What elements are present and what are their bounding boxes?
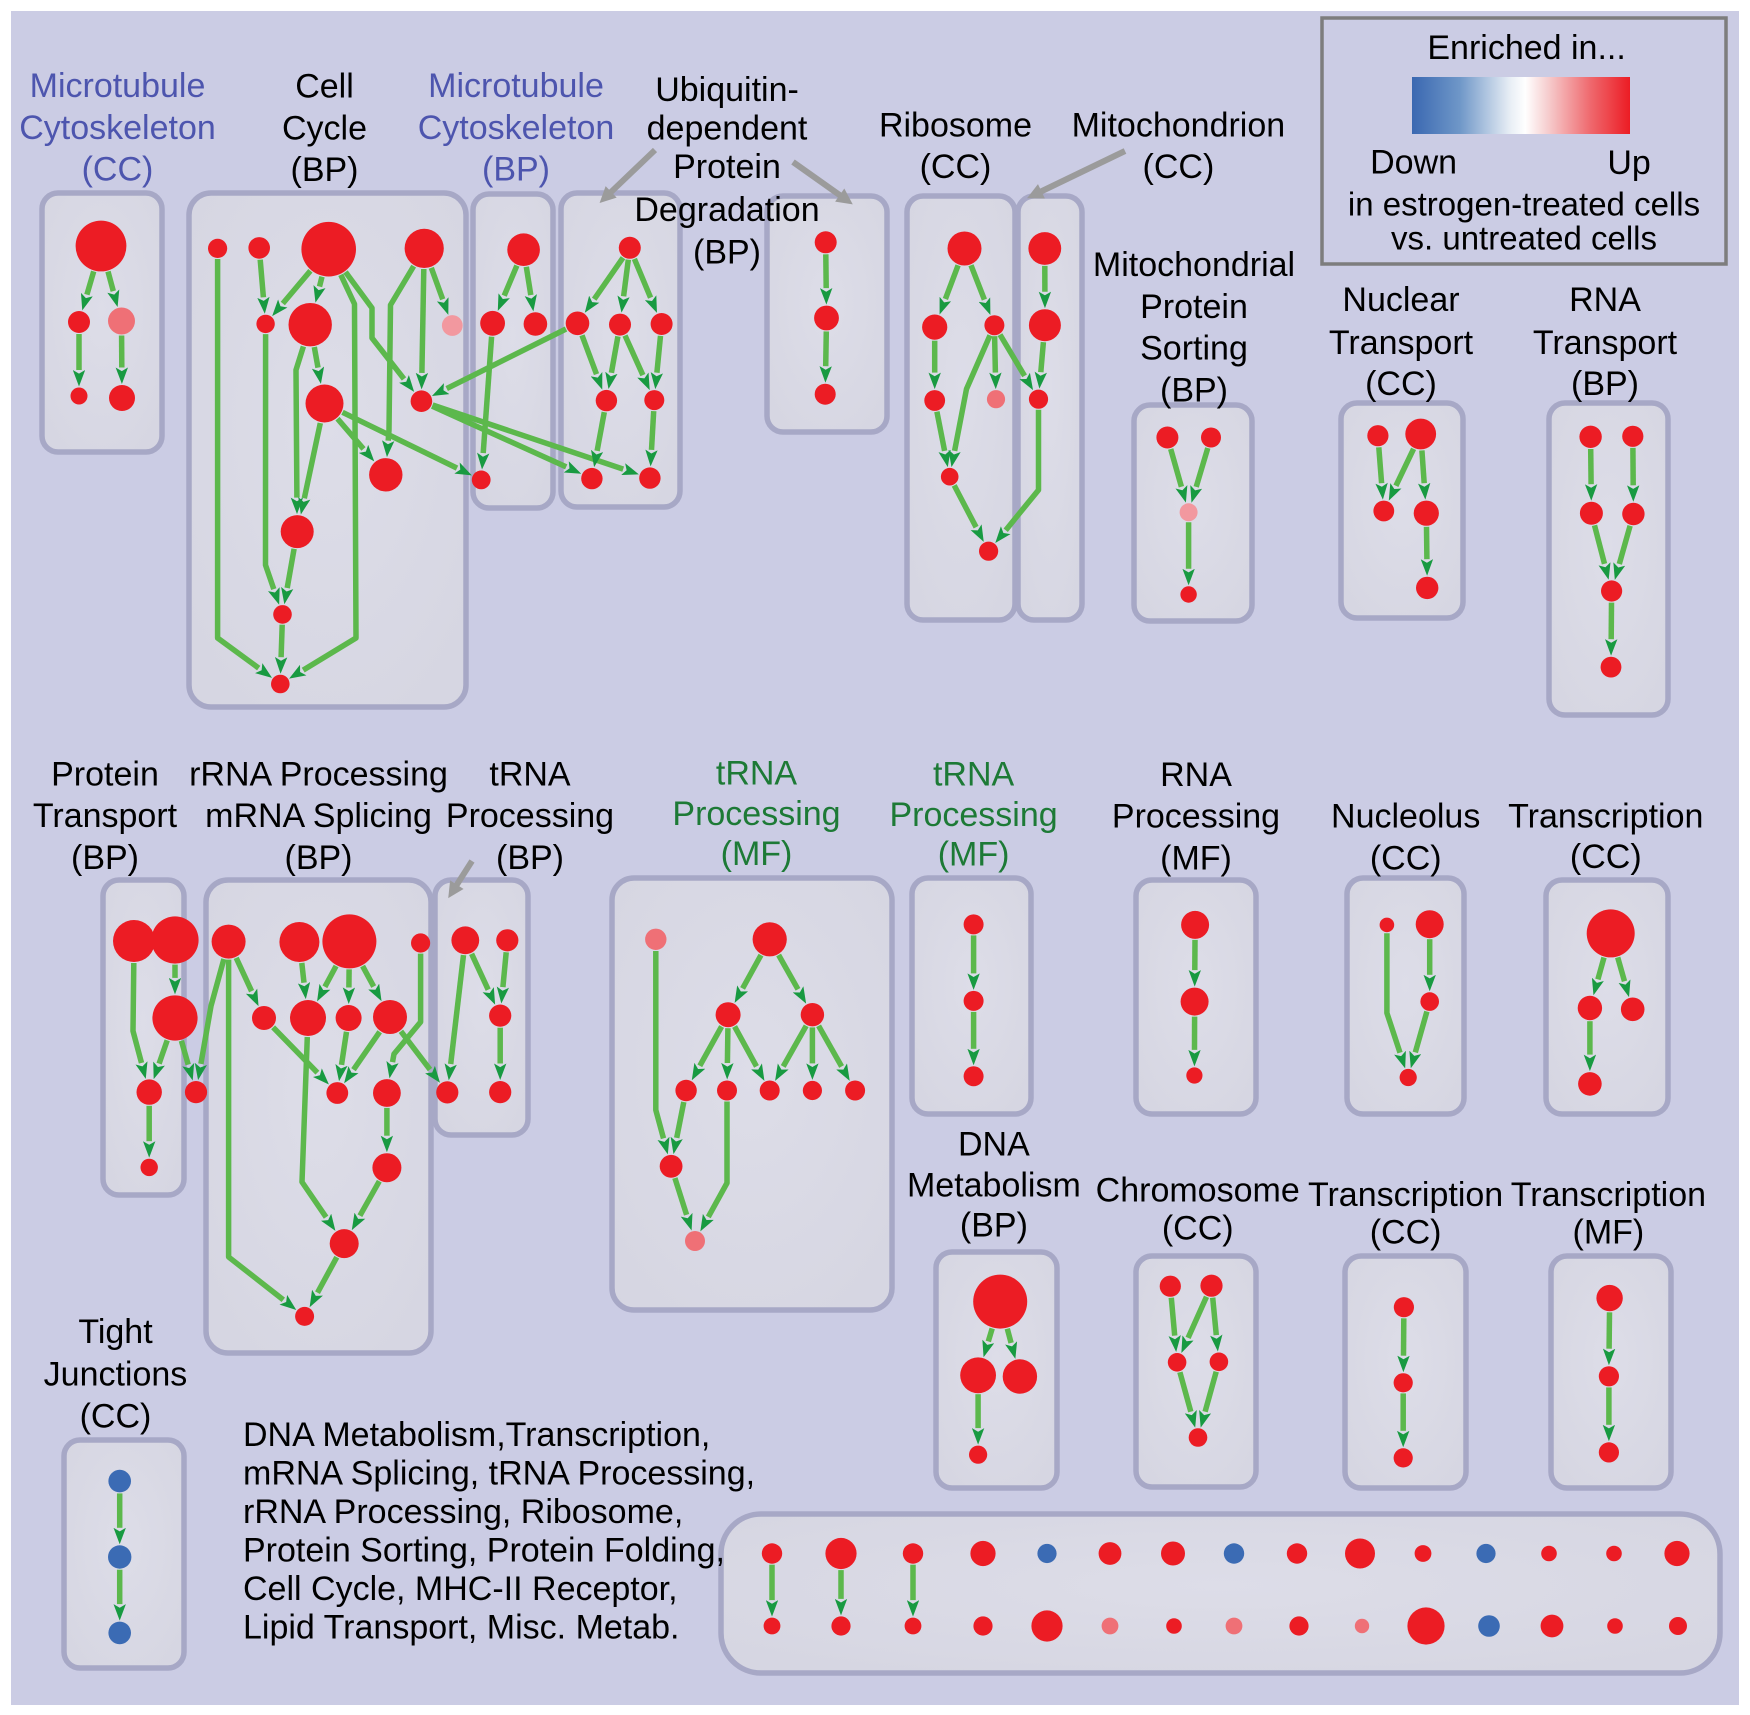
svg-text:(MF): (MF) — [938, 836, 1010, 874]
svg-text:RNA: RNA — [1569, 281, 1641, 319]
svg-text:Mitochondrial: Mitochondrial — [1093, 246, 1295, 284]
svg-text:tRNA: tRNA — [716, 755, 798, 793]
svg-text:Down: Down — [1370, 144, 1457, 182]
svg-text:Sorting: Sorting — [1140, 329, 1248, 367]
svg-text:Enriched in...: Enriched in... — [1427, 29, 1625, 67]
svg-text:Cell Cycle, MHC-II Receptor,: Cell Cycle, MHC-II Receptor, — [243, 1570, 678, 1608]
svg-text:Transcription: Transcription — [1308, 1176, 1503, 1214]
svg-text:Nuclear: Nuclear — [1342, 281, 1459, 319]
svg-text:(CC): (CC) — [1143, 148, 1215, 186]
svg-text:tRNA: tRNA — [933, 756, 1015, 794]
svg-text:Ubiquitin-: Ubiquitin- — [655, 71, 799, 109]
svg-text:(BP): (BP) — [496, 839, 564, 877]
svg-text:Cytoskeleton: Cytoskeleton — [19, 109, 216, 147]
svg-text:Transport: Transport — [1533, 324, 1678, 362]
svg-text:Nucleolus: Nucleolus — [1331, 798, 1480, 836]
svg-text:in estrogen-treated cells: in estrogen-treated cells — [1348, 186, 1700, 223]
svg-text:(BP): (BP) — [693, 233, 761, 271]
svg-text:vs. untreated cells: vs. untreated cells — [1391, 220, 1657, 257]
svg-text:(MF): (MF) — [1160, 839, 1232, 877]
svg-text:tRNA: tRNA — [489, 756, 571, 794]
svg-text:rRNA Processing, Ribosome,: rRNA Processing, Ribosome, — [243, 1493, 683, 1531]
svg-text:(BP): (BP) — [1160, 371, 1228, 409]
svg-text:(BP): (BP) — [291, 151, 359, 189]
svg-text:(BP): (BP) — [960, 1206, 1028, 1244]
svg-text:Junctions: Junctions — [44, 1355, 188, 1393]
svg-text:(CC): (CC) — [80, 1397, 152, 1435]
svg-text:Transcription: Transcription — [1508, 798, 1703, 836]
svg-text:dependent: dependent — [647, 109, 808, 147]
svg-text:(BP): (BP) — [71, 839, 139, 877]
svg-text:Microtubule: Microtubule — [30, 67, 206, 105]
svg-text:(BP): (BP) — [285, 839, 353, 877]
svg-text:Degradation: Degradation — [634, 191, 819, 229]
svg-text:Protein: Protein — [673, 148, 781, 186]
svg-text:(CC): (CC) — [1162, 1210, 1234, 1248]
svg-text:Processing: Processing — [672, 795, 840, 833]
svg-text:(CC): (CC) — [1365, 365, 1437, 403]
svg-text:(BP): (BP) — [482, 150, 550, 188]
svg-text:Cell: Cell — [295, 67, 354, 105]
svg-text:Processing: Processing — [446, 797, 614, 835]
svg-text:Protein Sorting, Protein Foldi: Protein Sorting, Protein Folding, — [243, 1531, 725, 1569]
svg-text:(CC): (CC) — [1370, 1213, 1442, 1251]
svg-text:DNA: DNA — [958, 1126, 1030, 1164]
svg-text:Transcription: Transcription — [1511, 1176, 1706, 1214]
svg-text:(CC): (CC) — [1570, 838, 1642, 876]
svg-text:Metabolism: Metabolism — [907, 1166, 1081, 1204]
svg-text:mRNA Splicing, tRNA Processing: mRNA Splicing, tRNA Processing, — [243, 1454, 755, 1492]
svg-text:(MF): (MF) — [1573, 1213, 1645, 1251]
svg-text:Processing: Processing — [1112, 798, 1280, 836]
svg-text:Processing: Processing — [889, 796, 1057, 834]
svg-text:Cytoskeleton: Cytoskeleton — [418, 109, 615, 147]
svg-text:(CC): (CC) — [920, 148, 992, 186]
svg-text:Ribosome: Ribosome — [879, 106, 1032, 144]
svg-text:Lipid Transport, Misc. Metab.: Lipid Transport, Misc. Metab. — [243, 1608, 680, 1646]
svg-text:mRNA Splicing: mRNA Splicing — [205, 797, 432, 835]
svg-text:Mitochondrion: Mitochondrion — [1072, 106, 1286, 144]
svg-text:Tight: Tight — [78, 1313, 153, 1351]
svg-text:Transport: Transport — [33, 797, 178, 835]
svg-text:Protein: Protein — [1140, 288, 1248, 326]
svg-text:Protein: Protein — [51, 756, 159, 794]
svg-text:RNA: RNA — [1160, 756, 1232, 794]
svg-text:Chromosome: Chromosome — [1096, 1172, 1300, 1210]
svg-text:(BP): (BP) — [1571, 365, 1639, 403]
svg-text:Cycle: Cycle — [282, 109, 367, 147]
svg-text:(MF): (MF) — [721, 835, 793, 873]
svg-text:Up: Up — [1607, 144, 1650, 182]
svg-text:Microtubule: Microtubule — [428, 67, 604, 105]
svg-text:DNA Metabolism,Transcription,: DNA Metabolism,Transcription, — [243, 1416, 710, 1454]
svg-text:rRNA Processing: rRNA Processing — [189, 756, 448, 794]
svg-text:(CC): (CC) — [82, 150, 154, 188]
svg-text:(CC): (CC) — [1370, 839, 1442, 877]
svg-text:Transport: Transport — [1329, 324, 1474, 362]
